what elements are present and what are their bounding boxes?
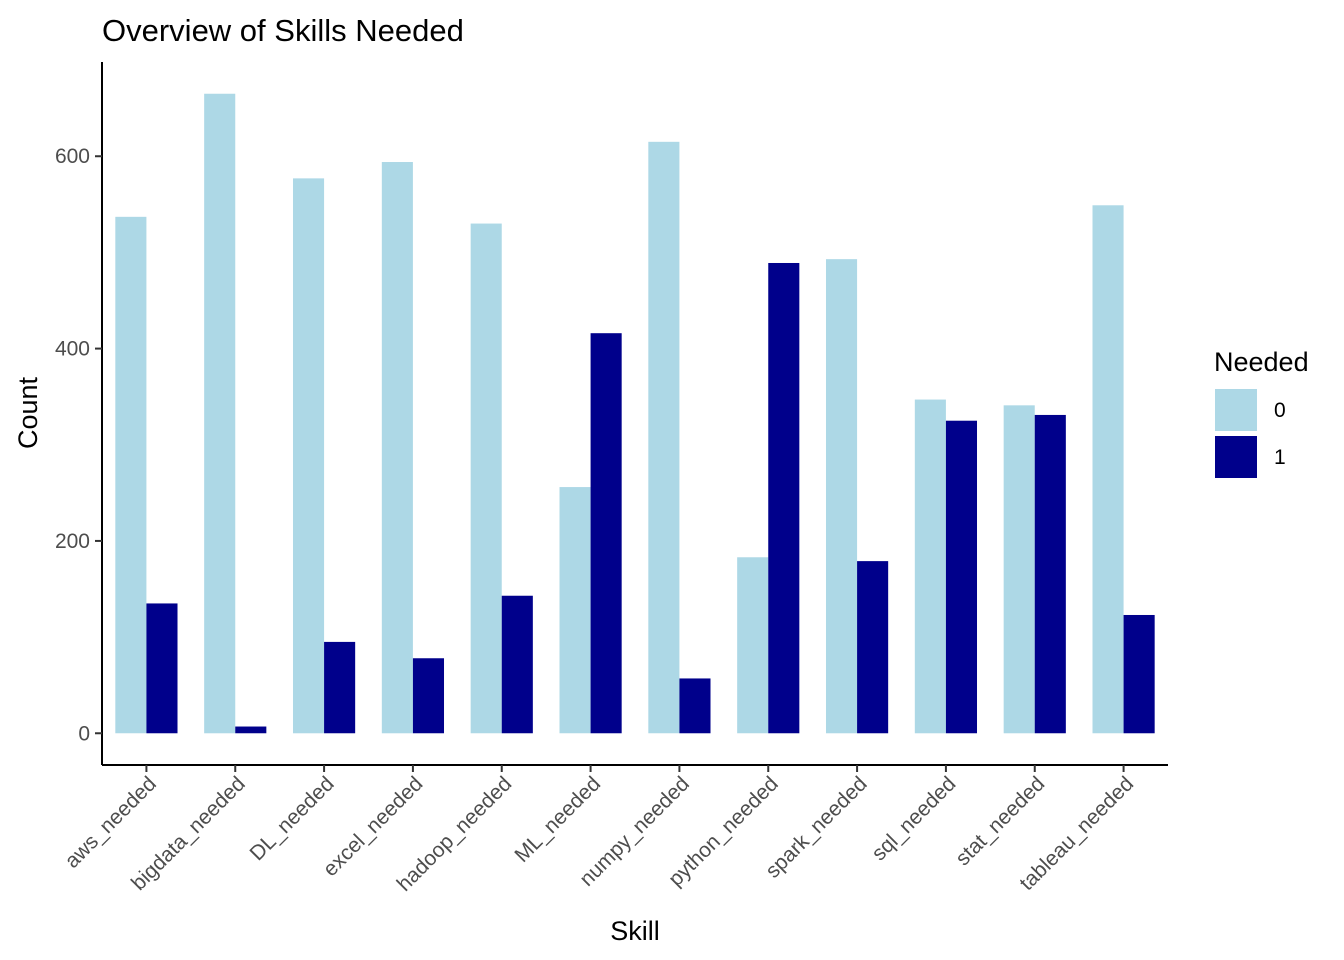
legend-key-1 bbox=[1215, 436, 1257, 478]
bar-python_needed-needed-1 bbox=[768, 262, 800, 734]
bar-numpy_needed-needed-0 bbox=[648, 141, 680, 734]
bar-tableau_needed-needed-1 bbox=[1123, 614, 1155, 734]
bar-spark_needed-needed-1 bbox=[857, 561, 889, 734]
bar-tableau_needed-needed-0 bbox=[1092, 205, 1124, 734]
x-tick-label: stat_needed bbox=[951, 772, 1049, 870]
bar-sql_needed-needed-1 bbox=[945, 420, 978, 734]
legend-label-0: 0 bbox=[1274, 399, 1286, 422]
legend-key-0 bbox=[1215, 389, 1257, 431]
legend-label-1: 1 bbox=[1274, 446, 1286, 469]
bar-bigdata_needed-needed-1 bbox=[235, 726, 267, 734]
bar-sql_needed-needed-0 bbox=[914, 399, 946, 734]
bar-excel_needed-needed-0 bbox=[381, 162, 413, 734]
bar-stat_needed-needed-1 bbox=[1034, 414, 1066, 734]
bar-DL_needed-needed-1 bbox=[324, 641, 356, 734]
x-tick-label: aws_needed bbox=[60, 772, 160, 872]
bar-python_needed-needed-0 bbox=[737, 557, 769, 734]
bar-hadoop_needed-needed-0 bbox=[470, 223, 502, 734]
bar-bigdata_needed-needed-0 bbox=[204, 93, 236, 734]
x-tick-label: ML_needed bbox=[510, 772, 605, 867]
bar-spark_needed-needed-0 bbox=[825, 259, 858, 734]
x-ticks-group: aws_neededbigdata_neededDL_neededexcel_n… bbox=[60, 765, 1138, 896]
y-tick-label: 0 bbox=[78, 722, 90, 745]
legend-items: 01 bbox=[1215, 389, 1286, 478]
y-axis-title: Count bbox=[13, 376, 43, 449]
bar-aws_needed-needed-0 bbox=[115, 216, 147, 734]
bar-aws_needed-needed-1 bbox=[146, 603, 178, 734]
bar-DL_needed-needed-0 bbox=[292, 178, 325, 734]
x-tick-label: sql_needed bbox=[867, 772, 960, 865]
x-tick-label: DL_needed bbox=[246, 772, 339, 865]
bar-hadoop_needed-needed-1 bbox=[501, 595, 533, 734]
legend-title: Needed bbox=[1214, 347, 1309, 377]
legend: Needed 01 bbox=[1214, 347, 1309, 478]
bars-group bbox=[115, 93, 1155, 734]
x-axis-title: Skill bbox=[610, 916, 660, 946]
y-tick-label: 400 bbox=[55, 338, 90, 361]
bar-stat_needed-needed-0 bbox=[1003, 405, 1035, 734]
bar-ML_needed-needed-0 bbox=[559, 487, 591, 734]
bar-numpy_needed-needed-1 bbox=[679, 678, 711, 734]
bar-ML_needed-needed-1 bbox=[590, 333, 622, 734]
y-tick-label: 200 bbox=[55, 530, 90, 553]
bar-excel_needed-needed-1 bbox=[412, 658, 445, 734]
y-ticks-group: 0 200 400 600 bbox=[55, 145, 102, 745]
y-tick-label: 600 bbox=[55, 145, 90, 168]
chart-title: Overview of Skills Needed bbox=[102, 13, 464, 48]
